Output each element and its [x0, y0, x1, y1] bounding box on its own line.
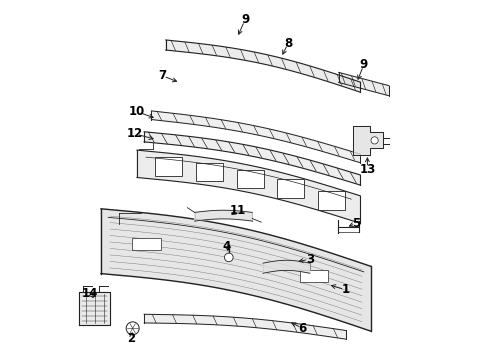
Polygon shape — [339, 72, 389, 96]
Text: 12: 12 — [127, 127, 144, 140]
Bar — [277, 179, 304, 198]
Circle shape — [371, 137, 378, 144]
Polygon shape — [79, 292, 110, 325]
Text: 2: 2 — [127, 332, 136, 345]
Text: 13: 13 — [359, 163, 375, 176]
Text: 9: 9 — [360, 58, 368, 71]
Polygon shape — [195, 210, 252, 221]
Polygon shape — [144, 132, 360, 185]
Text: 4: 4 — [223, 240, 231, 253]
Bar — [155, 157, 182, 176]
Text: 10: 10 — [129, 105, 145, 118]
Circle shape — [224, 253, 233, 262]
Bar — [132, 238, 161, 251]
Polygon shape — [101, 209, 371, 331]
Polygon shape — [144, 314, 346, 339]
Text: 3: 3 — [306, 253, 314, 266]
Bar — [196, 163, 223, 181]
Bar — [300, 270, 328, 282]
Text: 9: 9 — [241, 13, 249, 26]
Text: 5: 5 — [352, 217, 361, 230]
Polygon shape — [151, 111, 360, 163]
Polygon shape — [353, 126, 383, 155]
Text: 14: 14 — [82, 287, 98, 300]
Text: 11: 11 — [230, 204, 246, 217]
Text: 6: 6 — [298, 322, 307, 335]
Text: 8: 8 — [284, 37, 293, 50]
Polygon shape — [166, 40, 360, 92]
Bar — [318, 191, 344, 210]
Text: 1: 1 — [342, 283, 350, 296]
Polygon shape — [263, 260, 310, 273]
Circle shape — [126, 322, 139, 335]
Text: 7: 7 — [158, 69, 166, 82]
Bar — [237, 170, 264, 188]
Polygon shape — [137, 150, 360, 223]
